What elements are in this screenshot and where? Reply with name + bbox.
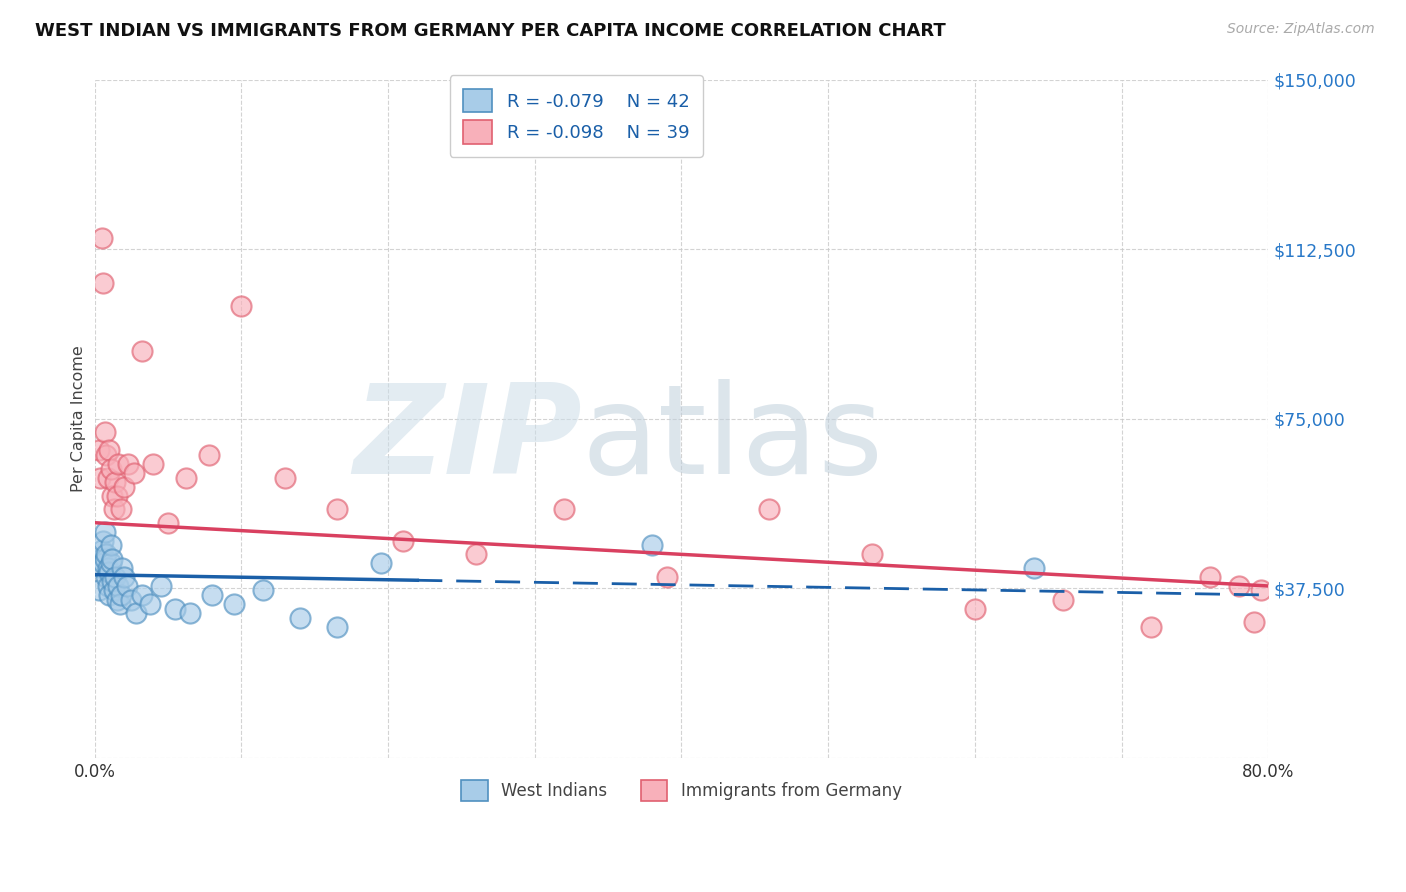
Point — [553, 502, 575, 516]
Point — [98, 566, 121, 580]
Point — [104, 570, 127, 584]
Text: WEST INDIAN VS IMMIGRANTS FROM GERMANY PER CAPITA INCOME CORRELATION CHART: WEST INDIAN VS IMMIGRANTS FROM GERMANY P… — [35, 22, 946, 40]
Point — [107, 457, 129, 471]
Point — [96, 448, 118, 462]
Point — [100, 538, 122, 552]
Text: ZIP: ZIP — [353, 378, 582, 500]
Point — [90, 542, 112, 557]
Point — [156, 516, 179, 530]
Point — [87, 583, 110, 598]
Point — [124, 606, 146, 620]
Point — [110, 588, 132, 602]
Point — [120, 592, 142, 607]
Point — [103, 583, 125, 598]
Point — [641, 538, 664, 552]
Point — [115, 579, 138, 593]
Point — [139, 597, 162, 611]
Point — [1198, 570, 1220, 584]
Point — [98, 588, 121, 602]
Point — [1052, 592, 1074, 607]
Point — [391, 533, 413, 548]
Point — [325, 619, 347, 633]
Point — [325, 502, 347, 516]
Point — [201, 588, 224, 602]
Legend: West Indians, Immigrants from Germany: West Indians, Immigrants from Germany — [449, 767, 914, 814]
Point — [1243, 615, 1265, 629]
Point — [655, 570, 678, 584]
Point — [87, 443, 110, 458]
Point — [1250, 583, 1272, 598]
Point — [131, 588, 153, 602]
Point — [96, 547, 118, 561]
Point — [198, 448, 221, 462]
Point — [104, 475, 127, 489]
Point — [174, 470, 197, 484]
Y-axis label: Per Capita Income: Per Capita Income — [72, 345, 86, 492]
Point — [94, 425, 117, 440]
Point — [103, 502, 125, 516]
Point — [98, 443, 121, 458]
Point — [122, 466, 145, 480]
Point — [108, 597, 131, 611]
Point — [100, 461, 122, 475]
Point — [165, 601, 187, 615]
Point — [142, 457, 165, 471]
Point — [105, 592, 128, 607]
Text: atlas: atlas — [582, 378, 884, 500]
Point — [89, 470, 111, 484]
Point — [90, 561, 112, 575]
Point — [112, 479, 135, 493]
Point — [101, 552, 124, 566]
Point — [288, 610, 311, 624]
Point — [90, 231, 112, 245]
Point — [107, 579, 129, 593]
Point — [465, 547, 488, 561]
Point — [96, 570, 118, 584]
Point — [860, 547, 883, 561]
Point — [89, 552, 111, 566]
Point — [1140, 619, 1163, 633]
Point — [179, 606, 201, 620]
Point — [93, 277, 115, 291]
Point — [963, 601, 986, 615]
Point — [93, 533, 115, 548]
Point — [1227, 579, 1250, 593]
Point — [117, 457, 139, 471]
Point — [131, 344, 153, 359]
Point — [97, 561, 120, 575]
Point — [97, 470, 120, 484]
Point — [101, 489, 124, 503]
Point — [94, 552, 117, 566]
Text: Source: ZipAtlas.com: Source: ZipAtlas.com — [1227, 22, 1375, 37]
Point — [94, 524, 117, 539]
Point — [105, 489, 128, 503]
Point — [370, 557, 392, 571]
Point — [97, 579, 120, 593]
Point — [222, 597, 245, 611]
Point — [149, 579, 172, 593]
Point — [274, 470, 297, 484]
Point — [101, 574, 124, 589]
Point — [1022, 561, 1045, 575]
Point — [93, 557, 115, 571]
Point — [231, 299, 253, 313]
Point — [758, 502, 780, 516]
Point — [111, 561, 134, 575]
Point — [112, 570, 135, 584]
Point — [252, 583, 274, 598]
Point — [110, 502, 132, 516]
Point — [100, 557, 122, 571]
